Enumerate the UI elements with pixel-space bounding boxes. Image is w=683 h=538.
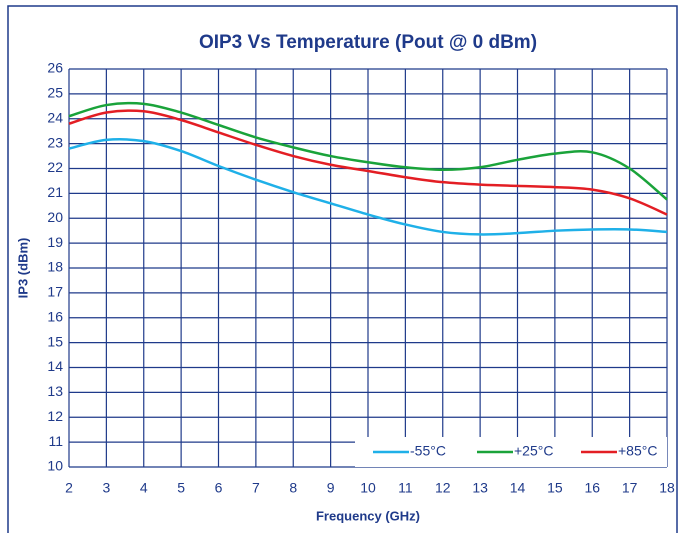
legend-label: +25°C [514,443,553,459]
y-axis-label: IP3 (dBm) [15,238,30,299]
y-tick-label: 12 [47,408,63,424]
y-tick-label: 15 [47,333,63,349]
series-line [68,109,668,216]
x-tick-label: 5 [177,480,185,496]
y-tick-label: 19 [47,234,63,250]
x-tick-label: 4 [140,480,148,496]
y-tick-label: 22 [47,159,63,175]
y-tick-label: 17 [47,284,63,300]
x-tick-label: 3 [102,480,110,496]
x-tick-label: 2 [65,480,73,496]
x-tick-label: 11 [398,480,413,496]
y-tick-label: 13 [47,383,63,399]
series-line [68,101,668,201]
y-tick-label: 11 [48,433,63,449]
legend-label: -55°C [410,443,446,459]
y-tick-label: 14 [47,358,63,374]
x-tick-label: 15 [547,480,563,496]
y-tick-label: 20 [47,209,63,225]
x-tick-label: 17 [622,480,638,496]
x-tick-label: 13 [472,480,488,496]
x-tick-label: 12 [435,480,451,496]
chart-title: OIP3 Vs Temperature (Pout @ 0 dBm) [199,32,537,53]
y-tick-label: 16 [47,308,63,324]
y-tick-label: 21 [47,184,63,200]
x-tick-label: 8 [289,480,297,496]
y-tick-label: 26 [47,60,63,76]
x-tick-label: 6 [215,480,223,496]
frame [7,5,678,538]
y-tick-label: 10 [47,458,63,474]
y-tick-label: 25 [47,85,63,101]
x-tick-label: 16 [584,480,600,496]
y-tick-label: 24 [47,109,63,125]
x-tick-label: 10 [360,480,376,496]
x-tick-label: 18 [659,480,675,496]
series-line [68,137,668,236]
legend-label: +85°C [618,443,657,459]
x-axis-label: Frequency (GHz) [316,508,420,523]
y-tick-label: 18 [47,259,63,275]
x-tick-label: 7 [252,480,260,496]
y-tick-label: 23 [47,134,63,150]
x-tick-label: 14 [510,480,526,496]
x-tick-label: 9 [327,480,335,496]
